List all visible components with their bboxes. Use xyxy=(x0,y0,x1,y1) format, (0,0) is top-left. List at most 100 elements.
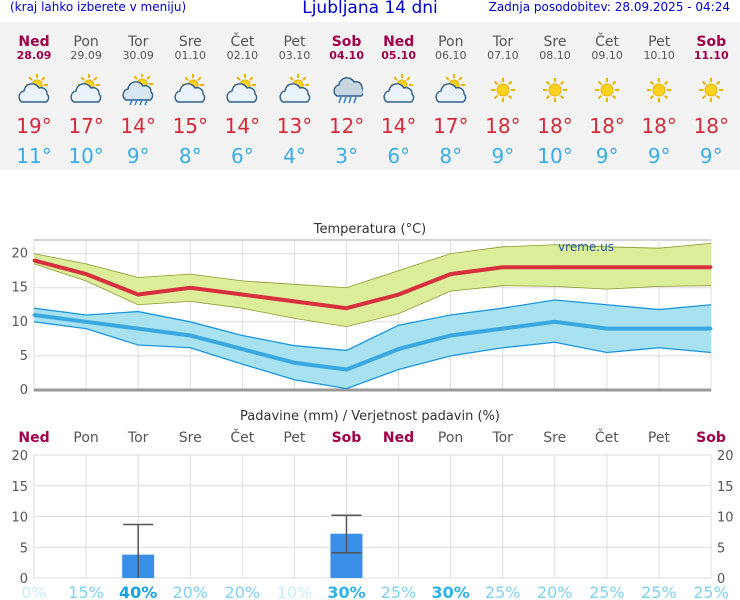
daily-forecast-panel: Ned 28.09 19° 11° Pon 29.09 17° 10° Tor 30.09 14° 9… xyxy=(0,22,740,170)
day-date: 30.09 xyxy=(122,49,154,62)
band-edge xyxy=(33,299,712,352)
day-date: 06.10 xyxy=(435,49,467,62)
x-tick-label: Pet xyxy=(648,430,671,446)
precipitation-probability: 15% xyxy=(68,583,104,600)
y-tick-label: 0 xyxy=(20,572,28,587)
day-date: 29.09 xyxy=(70,49,102,62)
watermark: vreme.us xyxy=(558,240,614,254)
data-point xyxy=(397,293,401,297)
min-temperature: 10° xyxy=(68,144,104,168)
x-tick-label: Čet xyxy=(230,428,254,446)
data-point xyxy=(553,265,557,269)
day-date: 08.10 xyxy=(539,49,571,62)
y-tick-label: 10 xyxy=(11,315,28,330)
precipitation-probability: 25% xyxy=(641,583,677,600)
precipitation-probability: 25% xyxy=(589,583,625,600)
sun-cloud-rain-icon xyxy=(122,73,154,106)
partly-cloudy-icon xyxy=(435,74,467,106)
partly-cloudy-icon xyxy=(70,74,102,106)
band-edge xyxy=(33,263,712,327)
precipitation-probability: 40% xyxy=(119,583,157,600)
max-temperature: 14° xyxy=(380,114,417,138)
data-point xyxy=(32,313,36,317)
data-point xyxy=(605,327,609,331)
precipitation-probability: 30% xyxy=(431,583,469,600)
min-temperature: 4° xyxy=(283,144,306,168)
max-temperature: 17° xyxy=(68,114,104,138)
x-tick-label: Tor xyxy=(491,430,513,446)
day-name: Sre xyxy=(178,34,202,50)
max-temperature: 17° xyxy=(433,114,469,138)
x-tick-label: Sre xyxy=(179,430,202,446)
header-left-note[interactable]: (kraj lahko izberete v meniju) xyxy=(10,0,187,14)
day-name: Čet xyxy=(230,34,255,50)
page-title: Ljubljana 14 dni xyxy=(302,0,438,18)
data-point xyxy=(136,327,140,331)
day-name: Čet xyxy=(595,34,620,50)
max-temperature: 18° xyxy=(641,114,677,138)
max-temperature: 18° xyxy=(485,114,521,138)
precipitation-probability: 25% xyxy=(693,583,729,600)
precipitation-probability: 10% xyxy=(277,583,313,600)
precipitation-chart: Padavine (mm) / Verjetnost padavin (%) Ne… xyxy=(11,409,734,600)
precipitation-probability: 20% xyxy=(225,583,261,600)
data-point xyxy=(605,265,609,269)
data-point xyxy=(84,272,88,276)
precipitation-probability: 30% xyxy=(327,583,365,600)
max-temperature: 13° xyxy=(276,114,313,138)
day-name: Ned xyxy=(18,34,50,50)
y-tick-label: 15 xyxy=(11,281,28,296)
y-tick-label: 20 xyxy=(11,247,28,262)
data-point xyxy=(397,347,401,351)
temperature-chart: Temperatura (°C) 0 5 10 15 20 vreme.us xyxy=(11,222,713,398)
chart-title: Temperatura (°C) xyxy=(313,222,426,237)
data-point xyxy=(344,368,348,372)
partly-cloudy-icon xyxy=(383,74,415,106)
precipitation-probability: 20% xyxy=(537,583,573,600)
data-point xyxy=(449,272,453,276)
min-temperature-line xyxy=(33,313,711,372)
day-date: 07.10 xyxy=(487,49,519,62)
y-tick-label-right: 20 xyxy=(717,449,734,464)
max-temperature: 18° xyxy=(589,114,625,138)
day-name: Sob xyxy=(696,34,727,50)
y-tick-label: 5 xyxy=(20,349,28,364)
band-edge xyxy=(33,243,712,289)
sun-icon xyxy=(539,74,571,106)
data-point xyxy=(84,320,88,324)
band-edge xyxy=(33,321,712,390)
data-point xyxy=(188,333,192,337)
y-tick-label-right: 10 xyxy=(717,511,734,526)
data-point xyxy=(240,293,244,297)
y-tick-label: 15 xyxy=(11,480,28,495)
sun-icon xyxy=(695,74,727,106)
x-tick-label: Čet xyxy=(595,428,619,446)
y-tick-label: 5 xyxy=(20,541,28,556)
data-point xyxy=(657,265,661,269)
data-point xyxy=(501,327,505,331)
sun-icon xyxy=(487,74,519,106)
min-temperature: 3° xyxy=(335,144,358,168)
day-date: 03.10 xyxy=(278,49,311,62)
data-point xyxy=(32,258,36,262)
day-date: 04.10 xyxy=(329,49,364,62)
x-tick-label: Sob xyxy=(696,430,726,446)
data-point xyxy=(292,299,296,303)
day-name: Sob xyxy=(331,34,362,50)
day-date: 28.09 xyxy=(16,49,52,62)
max-temperature: 15° xyxy=(172,114,209,138)
x-tick-label: Pon xyxy=(73,430,98,446)
x-tick-label: Ned xyxy=(18,430,49,446)
x-tick-label: Sre xyxy=(543,430,566,446)
data-point xyxy=(657,327,661,331)
uncertainty-band xyxy=(34,243,711,327)
cloud-rain-icon xyxy=(331,74,364,106)
y-tick-label-right: 15 xyxy=(717,480,734,495)
min-temperature: 9° xyxy=(126,144,150,168)
max-temperature: 18° xyxy=(693,114,730,138)
max-temperature: 14° xyxy=(224,114,261,138)
max-temperature: 19° xyxy=(16,114,52,138)
day-name: Pon xyxy=(73,34,99,50)
max-temperature: 12° xyxy=(328,114,365,138)
min-temperature: 8° xyxy=(178,144,202,168)
